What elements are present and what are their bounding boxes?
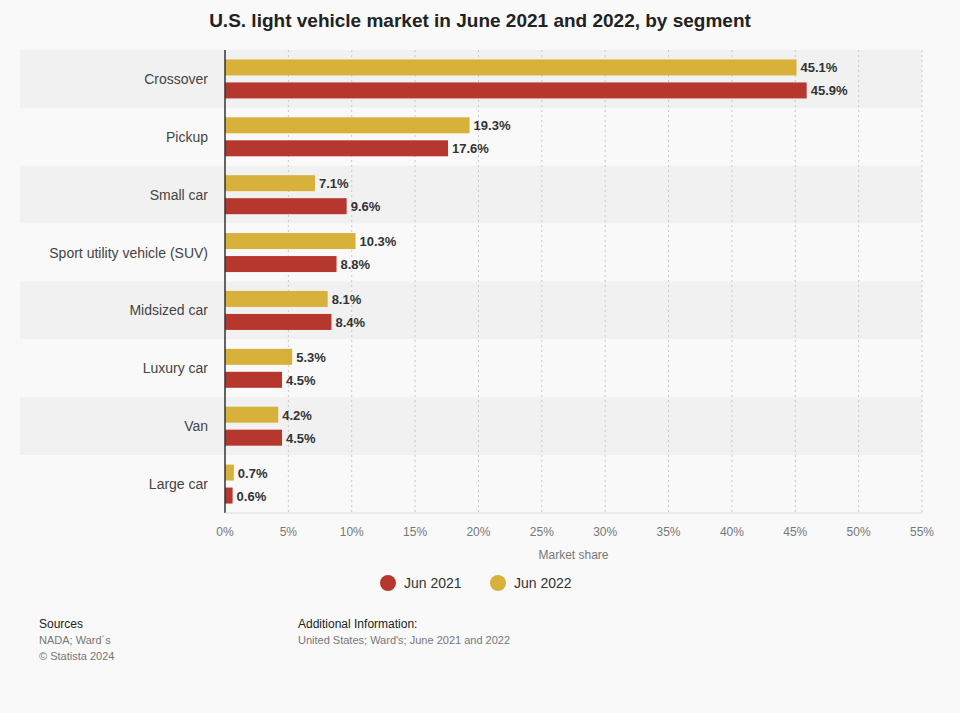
bar: [225, 59, 797, 75]
data-label: 9.6%: [351, 199, 381, 214]
bar: [225, 430, 282, 446]
bar: [225, 291, 328, 307]
tick-label: 55%: [910, 525, 934, 539]
tick-label: 45%: [783, 525, 807, 539]
band: [20, 50, 922, 108]
tick-label: 20%: [466, 525, 490, 539]
chart: U.S. light vehicle market in June 2021 a…: [0, 0, 960, 713]
legend: Jun 2021 Jun 2022: [380, 575, 572, 591]
tick-label: 10%: [340, 525, 364, 539]
legend-marker: [490, 575, 506, 591]
data-label: 8.8%: [341, 257, 371, 272]
grid-line: [605, 50, 606, 513]
grid-line: [731, 50, 732, 513]
data-label: 8.1%: [332, 292, 362, 307]
bar: [225, 117, 470, 133]
sources-heading: Sources: [39, 617, 83, 631]
title: U.S. light vehicle market in June 2021 a…: [209, 10, 751, 31]
data-label: 0.7%: [238, 466, 268, 481]
grid-line: [922, 50, 923, 513]
legend-marker: [380, 575, 396, 591]
additional-info: United States; Ward's; June 2021 and 202…: [298, 634, 510, 646]
bar: [225, 349, 292, 365]
band: [20, 108, 922, 166]
bar: [225, 140, 448, 156]
legend-label: Jun 2021: [404, 575, 462, 591]
sources: NADA; Ward´s: [39, 634, 111, 646]
band: [20, 455, 922, 513]
tick-label: 35%: [657, 525, 681, 539]
bar: [225, 82, 807, 98]
grid-line: [858, 50, 859, 513]
bar: [225, 407, 278, 423]
data-label: 7.1%: [319, 176, 349, 191]
bar: [225, 233, 356, 249]
band: [20, 224, 922, 282]
bar: [225, 314, 331, 330]
bar: [225, 198, 347, 214]
data-label: 8.4%: [335, 315, 365, 330]
axis-line: [224, 50, 226, 513]
data-labels: 45.9% 45.1% 17.6% 19.3% 9.6%7.1% 8.8% 10.3% 8.4…: [237, 60, 848, 503]
band: [20, 282, 922, 340]
grid-line: [668, 50, 669, 513]
bar: [225, 488, 233, 504]
axis-label: Market share: [538, 548, 608, 562]
additional-info-heading: Additional Information:: [298, 617, 417, 631]
data-label: 10.3%: [360, 234, 397, 249]
tick-label: 15%: [403, 525, 427, 539]
data-label: 5.3%: [296, 350, 326, 365]
tick-label: 30%: [593, 525, 617, 539]
band: [20, 339, 922, 397]
data-label: 4.2%: [282, 408, 312, 423]
data-label: 4.5%: [286, 373, 316, 388]
band: [20, 166, 922, 224]
category-label: Van: [184, 418, 208, 434]
bar: [225, 372, 282, 388]
category-label: Pickup: [166, 129, 208, 145]
axis-line: [225, 513, 922, 514]
tick-label: 5%: [280, 525, 298, 539]
bar: [225, 256, 337, 272]
tick-label: 0%: [216, 525, 234, 539]
bar: [225, 465, 234, 481]
tick-label: 40%: [720, 525, 744, 539]
tick-label: 25%: [530, 525, 554, 539]
grid-line: [795, 50, 796, 513]
data-label: 45.9%: [811, 83, 848, 98]
grid-line: [541, 50, 542, 513]
data-label: 4.5%: [286, 431, 316, 446]
data-label: 17.6%: [452, 141, 489, 156]
data-label: 19.3%: [474, 118, 511, 133]
tick-label: 50%: [847, 525, 871, 539]
band: [20, 397, 922, 455]
category-label: Crossover: [144, 71, 208, 87]
legend-label: Jun 2022: [514, 575, 572, 591]
bar: [225, 175, 315, 191]
copyright: © Statista 2024: [39, 650, 114, 662]
category-label: Large car: [149, 476, 208, 492]
category-label: Small car: [150, 187, 209, 203]
category-label: Luxury car: [143, 360, 209, 376]
data-label: 0.6%: [237, 489, 267, 504]
category-label: Midsized car: [129, 302, 208, 318]
data-label: 45.1%: [801, 60, 838, 75]
category-label: Sport utility vehicle (SUV): [49, 245, 208, 261]
bars: [225, 59, 807, 503]
